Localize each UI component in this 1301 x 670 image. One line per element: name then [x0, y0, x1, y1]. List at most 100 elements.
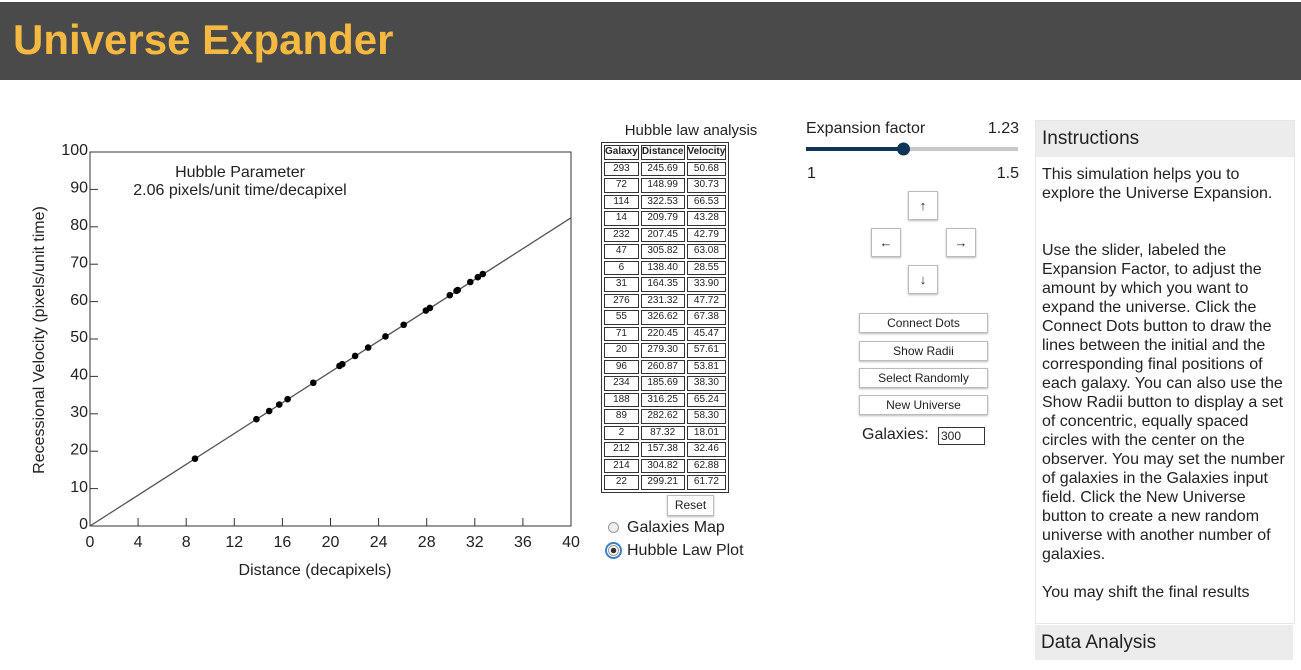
table-cell: 157.38 — [640, 442, 685, 457]
expansion-slider[interactable] — [800, 140, 1025, 160]
galaxy-point — [382, 333, 389, 340]
table-cell: 245.69 — [640, 161, 685, 176]
column-header: Velocity — [686, 145, 727, 160]
arrow-button[interactable]: ↑ — [908, 191, 938, 220]
column-header: Distance — [640, 145, 685, 160]
galaxy-point — [466, 278, 474, 286]
x-tick-label: 0 — [86, 534, 95, 551]
x-tick-label: 40 — [562, 534, 580, 551]
table-cell: 2 — [604, 425, 639, 440]
table-cell: 61.72 — [686, 475, 727, 490]
radio-option[interactable]: Galaxies Map — [608, 519, 725, 537]
instructions-text: You may shift the final results — [1042, 584, 1250, 601]
table-cell: 138.40 — [640, 260, 685, 275]
table-row: 293 245.69 50.68 — [604, 161, 727, 176]
table-cell: 234 — [604, 376, 639, 391]
annotation-text: 2.06 pixels/unit time/decapixel — [133, 182, 346, 199]
table-cell: 62.88 — [686, 458, 727, 473]
radio-label: Galaxies Map — [627, 519, 725, 536]
y-axis-label: Recessional Velocity (pixels/unit time) — [31, 206, 48, 474]
table-row: 22 299.21 61.72 — [604, 475, 727, 490]
table-row: 31 164.35 33.90 — [604, 277, 727, 292]
table-cell: 20 — [604, 343, 639, 358]
galaxy-point — [253, 415, 260, 423]
galaxies-input[interactable]: 300 — [938, 427, 985, 445]
action-button[interactable]: New Universe — [859, 395, 988, 415]
instructions-panel: Instructions This simulation helps you t… — [1035, 120, 1295, 624]
action-button[interactable]: Connect Dots — [859, 313, 988, 333]
arrow-button[interactable]: ← — [871, 228, 901, 257]
instructions-text: Use the slider, labeled the Expansion Fa… — [1042, 242, 1285, 563]
table-row: 14 209.79 43.28 — [604, 211, 727, 226]
slider-knob[interactable] — [897, 142, 911, 156]
table-cell: 276 — [604, 293, 639, 308]
table-cell: 164.35 — [640, 277, 685, 292]
table-row: 72 148.99 30.73 — [604, 178, 727, 193]
table-cell: 304.82 — [640, 458, 685, 473]
data-analysis-tab[interactable]: Data Analysis — [1035, 625, 1293, 660]
table-row: 47 305.82 63.08 — [604, 244, 727, 259]
table-cell: 31 — [604, 277, 639, 292]
x-tick-label: 8 — [182, 534, 191, 551]
reset-button[interactable]: Reset — [667, 495, 714, 516]
table-cell: 43.28 — [686, 211, 727, 226]
galaxies-label: Galaxies: — [862, 426, 929, 443]
table-cell: 188 — [604, 392, 639, 407]
galaxy-point — [275, 401, 283, 408]
galaxy-point — [364, 344, 372, 351]
table-row: 71 220.45 45.47 — [604, 326, 727, 341]
table-cell: 38.30 — [686, 376, 727, 391]
galaxy-point — [336, 362, 343, 370]
column-header: Galaxy — [604, 145, 639, 160]
table-cell: 96 — [604, 359, 639, 374]
y-tick-label: 30 — [70, 404, 88, 421]
hubble-chart: Hubble Parameter 2.06 pixels/unit time/d… — [31, 142, 580, 579]
table-cell: 87.32 — [640, 425, 685, 440]
plot-frame — [89, 151, 572, 527]
radio-option[interactable]: Hubble Law Plot — [605, 542, 744, 560]
table-cell: 14 — [604, 211, 639, 226]
table-cell: 89 — [604, 409, 639, 424]
galaxy-point — [284, 395, 291, 403]
table-cell: 55 — [604, 310, 639, 325]
table-row: 214 304.82 62.88 — [604, 458, 727, 473]
table-cell: 114 — [604, 194, 639, 209]
table-cell: 18.01 — [686, 425, 727, 440]
table-cell: 30.73 — [686, 178, 727, 193]
table-cell: 58.30 — [686, 409, 727, 424]
slider-max: 1.5 — [996, 165, 1019, 182]
table-cell: 299.21 — [640, 475, 685, 490]
radio-button[interactable] — [605, 542, 622, 559]
table-cell: 47.72 — [686, 293, 727, 308]
table-row: 89 282.62 58.30 — [604, 409, 727, 424]
instructions-title: Instructions — [1036, 121, 1294, 157]
radio-button[interactable] — [608, 522, 619, 533]
action-button[interactable]: Select Randomly — [859, 368, 988, 388]
table-row: 20 279.30 57.61 — [604, 343, 727, 358]
table-cell: 293 — [604, 161, 639, 176]
table-cell: 71 — [604, 326, 639, 341]
app-title: Universe Expander — [13, 16, 394, 63]
annotation-title: Hubble Parameter — [175, 164, 306, 181]
table-cell: 231.32 — [640, 293, 685, 308]
x-tick-label: 20 — [322, 534, 340, 551]
slider-min: 1 — [807, 165, 816, 182]
table-cell: 32.46 — [686, 442, 727, 457]
table-cell: 209.79 — [640, 211, 685, 226]
y-tick-label: 70 — [70, 254, 88, 271]
y-tick-label: 0 — [79, 516, 88, 533]
y-tick-label: 80 — [70, 217, 88, 234]
table-cell: 148.99 — [640, 178, 685, 193]
expansion-value: 1.23 — [987, 120, 1019, 137]
action-button[interactable]: Show Radii — [859, 341, 988, 361]
table-row: 212 157.38 32.46 — [604, 442, 727, 457]
table-cell: 67.38 — [686, 310, 727, 325]
x-tick-label: 28 — [418, 534, 436, 551]
header: Universe Expander — [0, 2, 1301, 80]
y-tick-label: 50 — [70, 329, 88, 346]
y-tick-label: 10 — [70, 479, 88, 496]
galaxy-point — [309, 379, 317, 387]
arrow-button[interactable]: → — [946, 228, 976, 257]
arrow-button[interactable]: ↓ — [908, 265, 938, 294]
y-tick-label: 90 — [70, 180, 88, 197]
